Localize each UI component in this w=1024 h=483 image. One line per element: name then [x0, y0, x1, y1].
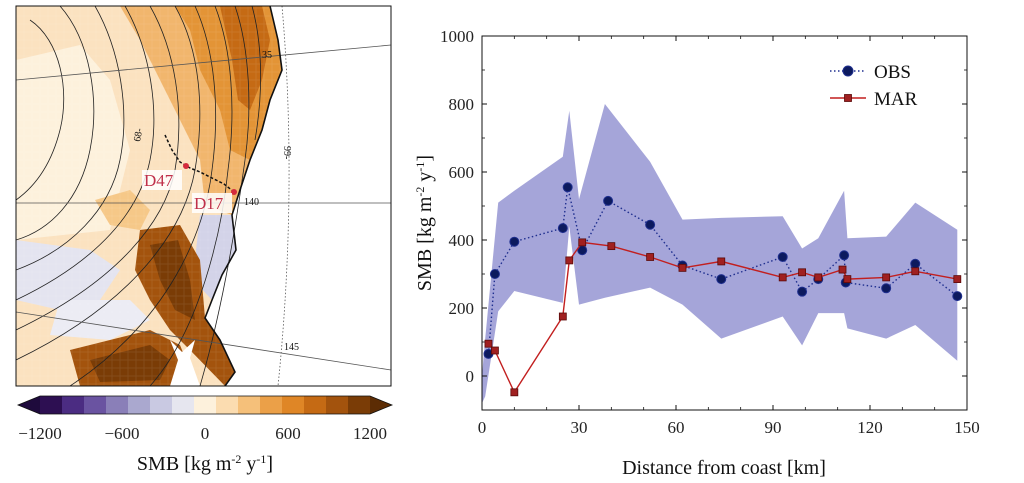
- colorbar-ticks: −1200 −600 0 600 1200: [18, 424, 387, 443]
- colorbar-label: SMB [kg m-2 y-1]: [137, 452, 273, 475]
- data-point-obs: [797, 286, 808, 297]
- graticule-label-145: 145: [284, 342, 299, 353]
- series-layer: [483, 182, 963, 397]
- colorbar-segment: [260, 396, 283, 414]
- colorbar-segment: [150, 396, 173, 414]
- data-point-mar: [798, 268, 806, 277]
- colorbar-segment: [238, 396, 261, 414]
- data-point-mar: [607, 242, 616, 251]
- legend-label-mar: MAR: [874, 89, 918, 110]
- station-d17-marker: [231, 189, 237, 195]
- legend-marker-obs: [842, 65, 854, 77]
- colorbar-segment: [40, 396, 63, 414]
- colorbar-tick: 600: [275, 424, 301, 443]
- data-point-obs: [489, 269, 500, 279]
- data-point-mar: [814, 273, 823, 282]
- colorbar-segment: [172, 396, 195, 414]
- y-tick-label: 1000: [440, 27, 474, 46]
- data-point-mar: [838, 265, 847, 274]
- data-point-mar: [565, 256, 574, 265]
- data-point-mar: [882, 273, 891, 282]
- data-point-obs: [645, 219, 656, 230]
- y-tick-label: 200: [449, 299, 475, 318]
- contour-label-99: 99-: [281, 146, 292, 159]
- data-point-obs: [777, 252, 788, 262]
- data-point-mar: [953, 275, 962, 284]
- station-label-d17: D17: [194, 194, 224, 213]
- data-point-obs: [952, 291, 963, 302]
- colorbar: [16, 395, 394, 415]
- data-point-obs: [716, 274, 727, 285]
- colorbar-tick: −1200: [18, 424, 62, 443]
- colorbar-segment: [304, 396, 327, 414]
- data-point-mar: [491, 346, 499, 355]
- colorbar-segment: [106, 396, 129, 414]
- y-tick-label: 400: [449, 231, 475, 250]
- data-point-mar: [778, 273, 787, 282]
- x-tick-label: 30: [571, 418, 588, 437]
- colorbar-segment: [326, 396, 349, 414]
- obs-uncertainty-band: [482, 104, 958, 404]
- smb-line-chart: 0 30 60 90 120 150 0 200 400 600 800 1000 OBS MAR D…: [413, 27, 980, 479]
- data-point-obs: [910, 258, 921, 269]
- colorbar-tick: −600: [104, 424, 139, 443]
- legend-marker-mar: [844, 94, 852, 102]
- data-point-obs: [881, 283, 892, 294]
- colorbar-tick: 0: [201, 424, 210, 443]
- colorbar-extend-high: [370, 396, 392, 414]
- data-point-obs: [603, 195, 614, 206]
- y-tick-label: 0: [466, 367, 475, 386]
- data-point-mar: [678, 263, 687, 272]
- x-axis-label: Distance from coast [km]: [622, 457, 826, 479]
- data-point-mar: [510, 388, 519, 397]
- station-label-d47: D47: [144, 171, 174, 190]
- data-point-mar: [646, 253, 655, 261]
- x-tick-label: 120: [857, 418, 883, 437]
- axis-ticks: 0 30 60 90 120 150 0 200 400 600 800 1000: [440, 27, 980, 437]
- colorbar-tick: 1200: [353, 424, 387, 443]
- smb-map: 35 99- 68- 140 145 D47 D17: [15, 5, 392, 387]
- colorbar-extend-low: [18, 396, 40, 414]
- data-point-mar: [843, 275, 852, 284]
- colorbar-segment: [282, 396, 305, 414]
- x-tick-label: 60: [668, 418, 685, 437]
- colorbar-segment: [84, 396, 107, 414]
- y-tick-label: 800: [449, 95, 475, 114]
- y-tick-label: 600: [449, 163, 475, 182]
- series-line-mar: [487, 241, 958, 394]
- contour-label-68: 68-: [132, 127, 145, 142]
- contour-lines: [16, 6, 262, 386]
- data-point-obs: [562, 182, 573, 193]
- colorbar-segment: [348, 396, 371, 414]
- data-point-obs: [839, 250, 850, 261]
- data-point-mar: [558, 312, 567, 321]
- colorbar-segment: [194, 396, 217, 414]
- data-point-obs: [509, 236, 520, 247]
- uncertainty-band-area: [482, 104, 958, 404]
- colorbar-segment: [216, 396, 239, 414]
- x-tick-label: 150: [954, 418, 980, 437]
- legend: OBS MAR: [830, 62, 918, 110]
- data-point-obs: [557, 223, 568, 234]
- y-axis-label: SMB [kg m-2 y-1]: [413, 155, 436, 291]
- station-d47-marker: [183, 163, 189, 169]
- data-point-mar: [484, 339, 493, 348]
- legend-label-obs: OBS: [874, 62, 911, 83]
- colorbar-segment: [62, 396, 85, 414]
- data-point-mar: [911, 267, 920, 276]
- x-tick-label: 90: [765, 418, 782, 437]
- x-tick-label: 0: [478, 418, 487, 437]
- contour-label-35: 35: [262, 50, 272, 61]
- graticule-label-140: 140: [244, 197, 259, 208]
- data-point-mar: [717, 257, 726, 266]
- colorbar-segment: [128, 396, 151, 414]
- data-point-mar: [578, 238, 587, 247]
